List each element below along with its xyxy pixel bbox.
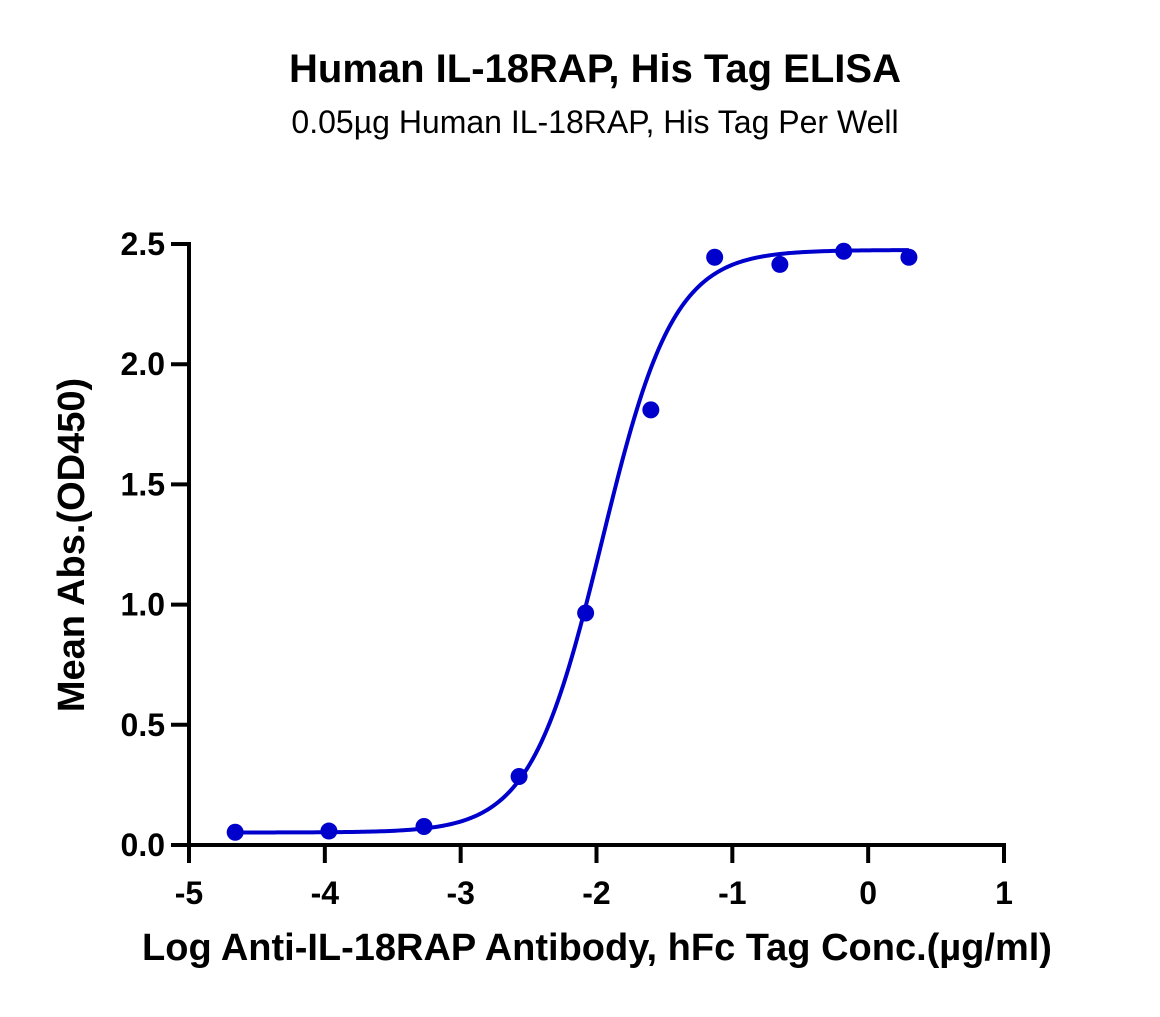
data-point — [415, 817, 433, 835]
data-point — [642, 401, 660, 419]
data-point — [771, 255, 789, 273]
data-point — [835, 242, 853, 260]
data-point — [510, 767, 528, 785]
y-tick-label: 0.0 — [121, 827, 165, 863]
y-tick-label: 2.5 — [121, 226, 165, 262]
chart-subtitle: 0.05µg Human IL-18RAP, His Tag Per Well — [291, 104, 898, 140]
data-point — [706, 248, 724, 266]
x-tick-label: -4 — [311, 875, 340, 911]
x-tick-label: -5 — [175, 875, 203, 911]
y-tick-label: 0.5 — [121, 707, 165, 743]
y-tick-label: 1.5 — [121, 466, 165, 502]
y-tick-label: 1.0 — [121, 587, 165, 623]
x-axis-label: Log Anti-IL-18RAP Antibody, hFc Tag Conc… — [142, 927, 1052, 969]
fit-curve — [235, 248, 909, 835]
x-tick-label: 0 — [859, 875, 877, 911]
y-axis-label: Mean Abs.(OD450) — [51, 378, 93, 712]
data-point — [577, 604, 595, 622]
data-point — [226, 823, 244, 841]
x-tick-label: -1 — [718, 875, 746, 911]
x-tick-label: -3 — [446, 875, 474, 911]
axes: 0.0 0.5 1.0 1.5 2.0 2.5 -5 -4 -3 -2 -1 0 1 — [121, 226, 1013, 911]
x-axis-ticks: -5 -4 -3 -2 -1 0 1 — [175, 845, 1013, 911]
data-point — [900, 248, 918, 266]
y-axis-ticks: 0.0 0.5 1.0 1.5 2.0 2.5 — [121, 226, 189, 863]
y-tick-label: 2.0 — [121, 346, 165, 382]
x-tick-label: -2 — [582, 875, 610, 911]
x-tick-label: 1 — [995, 875, 1013, 911]
data-point — [320, 822, 338, 840]
chart-title: Human IL-18RAP, His Tag ELISA — [289, 47, 901, 91]
data-points — [226, 242, 918, 841]
